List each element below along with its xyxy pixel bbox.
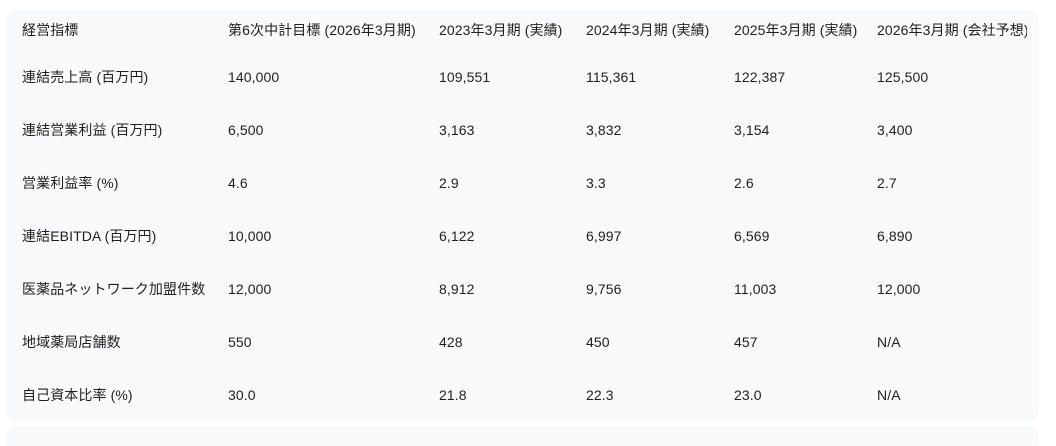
table-row-net-sales: 連結売上高 (百万円) 140,000 109,551 115,361 122,… <box>16 50 1027 103</box>
cell: 428 <box>439 333 463 350</box>
cell: 3,832 <box>586 121 622 138</box>
table-row-regional-pharmacy-stores: 地域薬局店舗数 550 428 450 457 N/A <box>16 315 1027 368</box>
financial-metrics-table-card: 経営指標 第6次中計目標 (2026年3月期) 2023年3月期 (実績) 20… <box>6 10 1039 421</box>
table-row-equity-ratio: 自己資本比率 (%) 30.0 21.8 22.3 23.0 N/A <box>16 368 1027 421</box>
cell: 8,912 <box>439 280 475 297</box>
cell: N/A <box>877 333 901 350</box>
header-cell-fy2023: 2023年3月期 (実績) <box>439 22 563 38</box>
row-label: 自己資本比率 (%) <box>22 386 133 403</box>
cell: 6,569 <box>734 227 770 244</box>
cell: 6,997 <box>586 227 622 244</box>
table-row-operating-margin: 営業利益率 (%) 4.6 2.9 3.3 2.6 2.7 <box>16 156 1027 209</box>
header-cell-fy2024: 2024年3月期 (実績) <box>586 22 710 38</box>
header-cell-fy2026-forecast: 2026年3月期 (会社予想) <box>877 22 1027 38</box>
cell: 115,361 <box>586 68 637 85</box>
cell: 23.0 <box>734 386 762 403</box>
cell: 22.3 <box>586 386 614 403</box>
row-label: 医薬品ネットワーク加盟件数 <box>22 280 206 297</box>
cell: 2.9 <box>439 174 459 191</box>
cell: 122,387 <box>734 68 786 85</box>
row-label: 営業利益率 (%) <box>22 174 119 191</box>
table-header-row: 経営指標 第6次中計目標 (2026年3月期) 2023年3月期 (実績) 20… <box>16 10 1027 50</box>
cell: 3,163 <box>439 121 475 138</box>
cell: 6,122 <box>439 227 475 244</box>
cell: 125,500 <box>877 68 929 85</box>
table-row-operating-income: 連結営業利益 (百万円) 6,500 3,163 3,832 3,154 3,4… <box>16 103 1027 156</box>
cell: 3,154 <box>734 121 770 138</box>
row-label: 地域薬局店舗数 <box>22 333 121 350</box>
header-cell-midterm-target: 第6次中計目標 (2026年3月期) <box>228 22 416 38</box>
financial-metrics-table: 経営指標 第6次中計目標 (2026年3月期) 2023年3月期 (実績) 20… <box>16 10 1027 421</box>
cell: N/A <box>877 386 901 403</box>
cell: 140,000 <box>228 68 280 85</box>
header-cell-fy2025: 2025年3月期 (実績) <box>734 22 858 38</box>
cell: 2.6 <box>734 174 754 191</box>
cell: 9,756 <box>586 280 622 297</box>
row-label: 連結EBITDA (百万円) <box>22 227 157 244</box>
cell: 12,000 <box>228 280 272 297</box>
cell: 550 <box>228 333 252 350</box>
cell: 6,500 <box>228 121 264 138</box>
cell: 450 <box>586 333 610 350</box>
row-label: 連結売上高 (百万円) <box>22 68 149 85</box>
row-label: 連結営業利益 (百万円) <box>22 121 163 138</box>
cell: 4.6 <box>228 174 248 191</box>
cell: 12,000 <box>877 280 921 297</box>
header-cell-metric: 経営指標 <box>22 22 79 38</box>
cell: 10,000 <box>228 227 272 244</box>
cell: 109,551 <box>439 68 491 85</box>
next-card-top-edge <box>6 426 1039 446</box>
cell: 21.8 <box>439 386 467 403</box>
cell: 2.7 <box>877 174 897 191</box>
cell: 3.3 <box>586 174 606 191</box>
table-row-ebitda: 連結EBITDA (百万円) 10,000 6,122 6,997 6,569 … <box>16 209 1027 262</box>
cell: 30.0 <box>228 386 256 403</box>
cell: 457 <box>734 333 758 350</box>
table-row-pharma-network-members: 医薬品ネットワーク加盟件数 12,000 8,912 9,756 11,003 … <box>16 262 1027 315</box>
cell: 11,003 <box>734 280 777 297</box>
cell: 3,400 <box>877 121 913 138</box>
cell: 6,890 <box>877 227 913 244</box>
